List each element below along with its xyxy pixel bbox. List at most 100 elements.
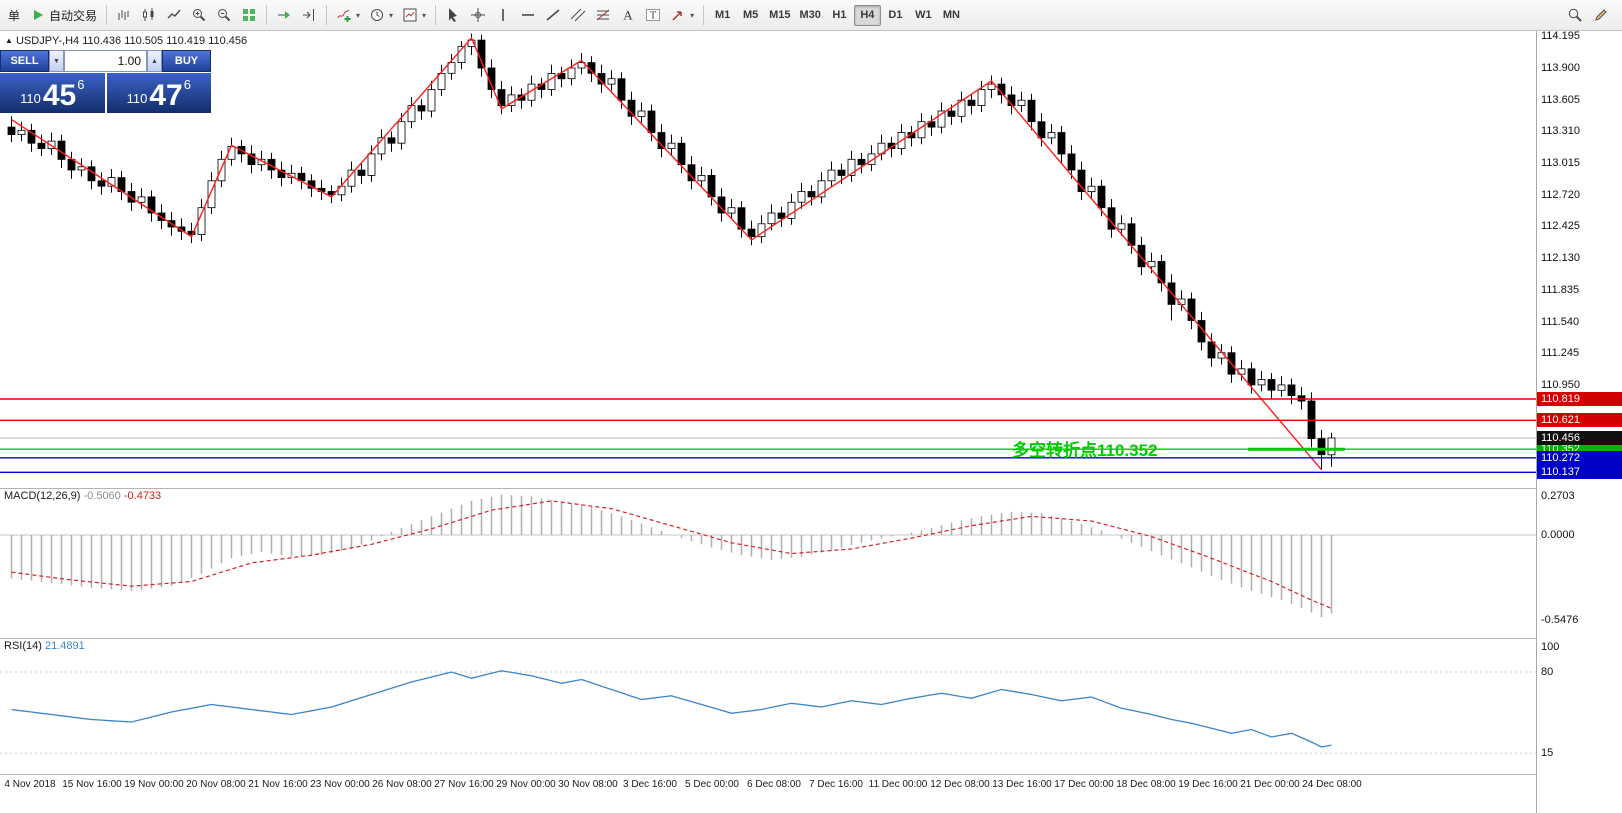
- buy-button[interactable]: BUY: [162, 50, 211, 72]
- time-axis-label: 12 Dec 08:00: [930, 779, 990, 790]
- periods-button[interactable]: ▾: [365, 3, 397, 27]
- zoom-in-button[interactable]: [187, 3, 211, 27]
- price-level-badge: 110.137: [1537, 465, 1622, 480]
- time-axis-label: 20 Nov 08:00: [186, 779, 246, 790]
- candlestick-chart-icon: [141, 7, 157, 23]
- rsi-axis-label: 80: [1541, 666, 1554, 678]
- timeframe-d1-button[interactable]: D1: [882, 5, 909, 26]
- dropdown-caret-icon: ▾: [356, 10, 361, 20]
- crosshair-icon: [470, 7, 486, 23]
- time-axis-label: 23 Nov 00:00: [310, 779, 370, 790]
- time-axis-label: 17 Dec 00:00: [1054, 779, 1114, 790]
- tile-windows-icon: [241, 7, 257, 23]
- price-level-badge: 110.272: [1537, 450, 1622, 465]
- timeframe-w1-button[interactable]: W1: [910, 5, 937, 26]
- volume-input[interactable]: 1.00: [64, 50, 147, 72]
- panel-separator[interactable]: [0, 488, 1622, 489]
- ask-price[interactable]: 110 47 6: [106, 73, 211, 113]
- rsi-chart[interactable]: [0, 639, 1536, 774]
- current-price-badge: 110.456: [1537, 430, 1622, 445]
- volume-up-button[interactable]: ▲: [147, 50, 162, 72]
- autotrading-button[interactable]: 自动交易: [26, 3, 101, 27]
- ask-price-sup: 6: [183, 77, 191, 92]
- volume-down-button[interactable]: ▼: [49, 50, 64, 72]
- time-axis-label: 29 Nov 00:00: [496, 779, 556, 790]
- time-axis-label: 4 Nov 2018: [4, 779, 56, 790]
- auto-scroll-button[interactable]: [272, 3, 296, 27]
- macd-panel[interactable]: MACD(12,26,9) -0.5060 -0.4733: [0, 489, 1536, 638]
- vertical-line-button[interactable]: [491, 3, 515, 27]
- edit-pencil-button[interactable]: [1589, 3, 1613, 27]
- timeframe-m15-button[interactable]: M15: [765, 5, 794, 26]
- bar-chart-button[interactable]: [112, 3, 136, 27]
- text-button[interactable]: A: [616, 3, 640, 27]
- price-level-badge: 110.621: [1537, 413, 1622, 428]
- crosshair-button[interactable]: [466, 3, 490, 27]
- arrow-tools-button[interactable]: ▾: [666, 3, 698, 27]
- new-order-label: 单: [7, 8, 20, 23]
- trendline-button[interactable]: [541, 3, 565, 27]
- fibonacci-button[interactable]: [591, 3, 615, 27]
- dropdown-caret-icon: ▾: [422, 10, 427, 20]
- templates-button[interactable]: ▾: [398, 3, 430, 27]
- search-button[interactable]: [1563, 3, 1587, 27]
- timeframe-m5-button[interactable]: M5: [737, 5, 764, 26]
- trendline-icon: [545, 7, 561, 23]
- time-axis-label: 5 Dec 00:00: [685, 779, 739, 790]
- price-chart-panel[interactable]: ▲ USDJPY-,H4 110.436 110.505 110.419 110…: [0, 33, 1536, 488]
- timeframe-h4-button[interactable]: H4: [853, 4, 881, 26]
- time-axis-label: 21 Nov 16:00: [248, 779, 308, 790]
- timeframe-m30-button[interactable]: M30: [795, 5, 824, 26]
- scroll-group: [272, 3, 321, 27]
- candlestick-chart-button[interactable]: [137, 3, 161, 27]
- collapse-triangle-icon[interactable]: ▲: [5, 36, 13, 45]
- label-button[interactable]: T: [641, 3, 665, 27]
- time-axis-label: 6 Dec 08:00: [747, 779, 801, 790]
- candlestick-chart[interactable]: [0, 33, 1536, 488]
- vertical-line-icon: [495, 7, 511, 23]
- timeframe-mn-button[interactable]: MN: [938, 5, 965, 26]
- price-axis-label: 111.835: [1541, 283, 1580, 296]
- price-axis-label: 113.310: [1541, 125, 1580, 138]
- panel-separator[interactable]: [0, 638, 1622, 639]
- toolbar-separator: [106, 5, 108, 25]
- zoom-out-button[interactable]: [212, 3, 236, 27]
- cursor-button[interactable]: [441, 3, 465, 27]
- price-axis-label: 113.015: [1541, 157, 1580, 170]
- indicators-button[interactable]: ▾: [332, 3, 364, 27]
- rsi-panel[interactable]: RSI(14) 21.4891: [0, 639, 1536, 774]
- price-axis-label: 111.245: [1541, 347, 1580, 360]
- auto-scroll-icon: [276, 7, 292, 23]
- price-axis-label: 112.130: [1541, 252, 1580, 265]
- bid-price-small: 110: [20, 91, 41, 106]
- dropdown-caret-icon: ▾: [690, 10, 695, 20]
- chart-shift-icon: [301, 7, 317, 23]
- time-axis-label: 3 Dec 16:00: [623, 779, 677, 790]
- sell-button[interactable]: SELL: [0, 50, 49, 72]
- tile-windows-button[interactable]: [237, 3, 261, 27]
- bid-price[interactable]: 110 45 6: [0, 73, 105, 113]
- autotrading-label: 自动交易: [49, 8, 98, 23]
- horizontal-line-button[interactable]: [516, 3, 540, 27]
- price-axis[interactable]: 114.195 113.900 113.605 113.310 113.015 112.7…: [1536, 31, 1622, 813]
- macd-chart[interactable]: [0, 489, 1536, 638]
- timeframe-m1-button[interactable]: M1: [709, 5, 736, 26]
- zoom-in-icon: [191, 7, 207, 23]
- fibonacci-icon: [595, 7, 611, 23]
- equidistant-channel-button[interactable]: [566, 3, 590, 27]
- time-axis-label: 15 Nov 16:00: [62, 779, 122, 790]
- text-icon: A: [620, 7, 636, 23]
- toolbar-separator: [435, 5, 437, 25]
- rsi-label: RSI(14) 21.4891: [4, 640, 85, 652]
- toolbar-separator: [326, 5, 328, 25]
- timeframe-h1-button[interactable]: H1: [826, 5, 853, 26]
- line-chart-button[interactable]: [162, 3, 186, 27]
- turning-point-annotation: 多空转折点110.352: [1012, 441, 1158, 460]
- time-axis[interactable]: 4 Nov 2018 15 Nov 16:00 19 Nov 00:00 20 Nov…: [0, 775, 1536, 795]
- chart-shift-button[interactable]: [297, 3, 321, 27]
- line-chart-icon: [166, 7, 182, 23]
- time-axis-label: 18 Dec 08:00: [1116, 779, 1176, 790]
- macd-value: -0.5060: [83, 490, 121, 502]
- new-order-button[interactable]: 单: [3, 3, 25, 27]
- dropdown-caret-icon: ▾: [389, 10, 394, 20]
